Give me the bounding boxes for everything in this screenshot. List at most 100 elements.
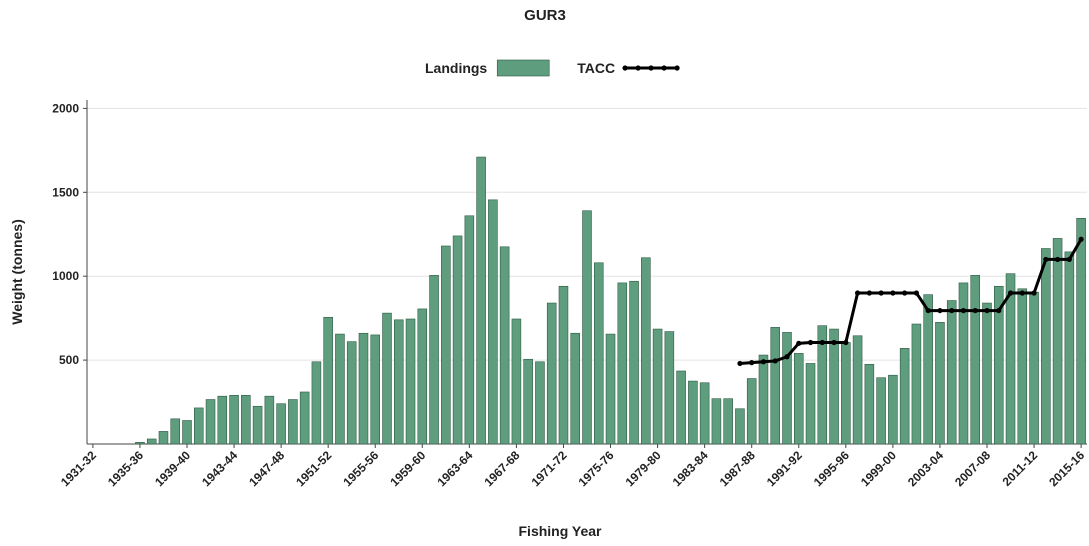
line-marker	[949, 307, 955, 314]
x-axis-title: Fishing Year	[519, 523, 603, 539]
line-marker	[843, 339, 849, 346]
x-tick-label: 2015-16	[1046, 448, 1087, 489]
line-marker	[807, 339, 814, 346]
bar	[911, 323, 922, 445]
bar	[864, 363, 875, 445]
x-tick-label: 1951-52	[293, 448, 334, 489]
line-marker	[1019, 290, 1025, 296]
bar	[417, 308, 428, 445]
bar	[876, 377, 886, 445]
bar	[782, 332, 792, 445]
bar	[1041, 248, 1051, 445]
bar	[923, 294, 933, 445]
line-marker	[972, 307, 978, 314]
bar	[829, 328, 839, 445]
line-marker	[737, 360, 743, 367]
y-axis-title: Weight (tonnes)	[9, 219, 25, 325]
bar	[699, 382, 710, 445]
line-marker	[1054, 256, 1061, 263]
legend-marker	[648, 65, 654, 71]
bar	[323, 317, 333, 445]
line-marker	[1007, 290, 1014, 296]
legend-label: Landings	[425, 60, 487, 76]
x-tick-label: 1971-72	[529, 448, 570, 489]
bar	[288, 399, 298, 445]
legend-marker	[635, 65, 641, 71]
line-marker	[760, 359, 767, 365]
bar	[1064, 251, 1075, 445]
bar	[652, 328, 663, 445]
x-tick-label: 1947-48	[246, 448, 287, 489]
legend-marker	[622, 65, 628, 71]
bar	[982, 302, 992, 445]
line-marker	[1066, 256, 1072, 263]
line-marker	[1043, 256, 1049, 263]
bar	[464, 215, 475, 445]
legend: Landings TACC	[425, 59, 680, 77]
bar	[523, 358, 533, 445]
line-marker	[1078, 236, 1084, 242]
bar	[841, 342, 851, 445]
bar	[252, 405, 263, 445]
bar	[946, 300, 957, 445]
bar	[1017, 288, 1028, 445]
bar	[476, 156, 486, 445]
bar	[229, 395, 239, 445]
bar	[535, 361, 545, 445]
bar	[299, 391, 310, 445]
bar	[558, 285, 569, 445]
legend-marker	[661, 65, 667, 71]
legend-swatch	[496, 59, 550, 77]
bar	[511, 318, 522, 445]
bar	[817, 325, 828, 445]
bar	[546, 302, 557, 445]
line-marker	[878, 290, 884, 296]
x-tick-label: 1967-68	[481, 448, 522, 489]
x-tick-label: 1983-84	[670, 448, 711, 489]
bar	[570, 332, 581, 445]
bar	[405, 318, 416, 445]
line-marker	[831, 339, 837, 346]
bar	[1005, 273, 1016, 445]
y-tick-label: 1000	[52, 269, 79, 283]
bar	[770, 327, 781, 445]
bar	[358, 332, 369, 445]
bar	[335, 333, 345, 445]
bar	[899, 348, 910, 445]
bar	[488, 199, 498, 445]
bar	[582, 210, 592, 445]
bar	[1029, 291, 1039, 445]
x-tick-label: 1995-96	[811, 448, 852, 489]
bar	[146, 438, 157, 445]
x-tick-label: 2003-04	[905, 448, 946, 489]
legend-marker	[674, 65, 680, 71]
line-marker	[772, 358, 778, 364]
chart-title: GUR3	[524, 7, 566, 24]
bar	[264, 395, 275, 445]
x-tick-label: 1987-88	[717, 448, 758, 489]
bar	[641, 257, 651, 445]
bar	[970, 275, 981, 445]
bar	[593, 262, 604, 445]
bar	[276, 403, 286, 445]
x-tick-label: 2007-08	[952, 448, 993, 489]
bar	[382, 312, 392, 445]
y-tick-label: 1500	[52, 185, 79, 199]
bar	[676, 370, 686, 445]
bar	[629, 280, 639, 445]
line-marker	[854, 290, 861, 296]
bar	[370, 334, 381, 445]
x-tick-label: 1979-80	[623, 448, 664, 489]
bar	[605, 333, 616, 445]
x-tick-label: 1999-00	[858, 448, 899, 489]
bar	[758, 354, 769, 445]
bar	[852, 335, 863, 445]
y-tick-label: 500	[59, 353, 79, 367]
bar	[793, 353, 804, 445]
line-marker	[902, 290, 908, 296]
bar	[429, 275, 439, 445]
bar	[1052, 238, 1063, 445]
line-marker	[890, 290, 896, 296]
x-tick-label: 1931-32	[58, 448, 99, 489]
